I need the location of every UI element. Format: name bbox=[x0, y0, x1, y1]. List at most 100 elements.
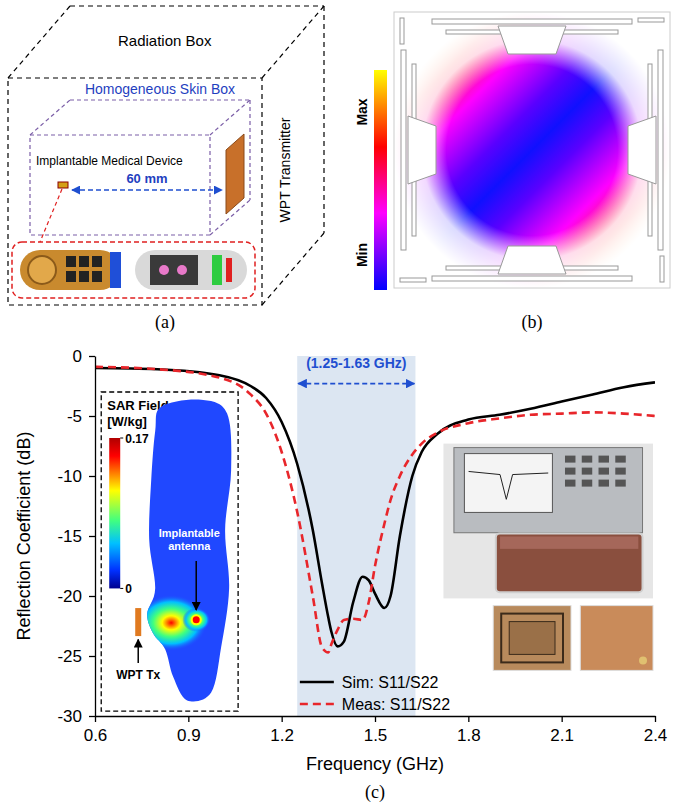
panel-caption: (c) bbox=[365, 782, 385, 803]
panel-a: Radiation BoxHomogeneous Skin BoxWPT Tra… bbox=[8, 6, 324, 333]
radiation-box-edge bbox=[262, 233, 324, 305]
antenna-photo bbox=[580, 606, 653, 671]
antenna-stub bbox=[660, 256, 664, 282]
implant-device bbox=[58, 182, 68, 188]
tick: 0.6 bbox=[84, 716, 108, 745]
device-zoom bbox=[12, 242, 255, 298]
colorbar-tick bbox=[120, 438, 123, 439]
antenna-stub bbox=[638, 18, 664, 22]
sar-inset: SAR Field[W/kg]0.170ImplantableantennaWP… bbox=[101, 392, 238, 711]
band-label: (1.25-1.63 GHz) bbox=[306, 355, 406, 371]
implant-antenna bbox=[192, 615, 201, 624]
capsule-chip bbox=[92, 256, 102, 267]
photos bbox=[443, 444, 653, 671]
tx-label: WPT Tx bbox=[116, 668, 160, 682]
tick-label: 0 bbox=[73, 347, 82, 366]
legend-swatch bbox=[300, 703, 334, 706]
capsule-led bbox=[177, 265, 187, 275]
capsule-led bbox=[159, 265, 169, 275]
tissue-top bbox=[500, 536, 638, 548]
tick: -25 bbox=[57, 647, 95, 666]
antenna-strip bbox=[401, 50, 406, 250]
legend-label: Meas: S11/S22 bbox=[342, 696, 450, 713]
tick: -5 bbox=[67, 407, 95, 426]
device-label: Implantable Medical Device bbox=[36, 154, 183, 168]
field-edge bbox=[394, 12, 670, 288]
tick-mark bbox=[655, 716, 656, 722]
tick-label: 1.8 bbox=[457, 726, 481, 745]
antenna-photo-trace bbox=[509, 622, 555, 655]
antenna-strip bbox=[432, 19, 632, 24]
tick-label: -30 bbox=[57, 707, 82, 726]
radiation-box-label: Radiation Box bbox=[118, 32, 212, 49]
wpt-transmitter bbox=[226, 134, 244, 214]
tick-mark bbox=[282, 716, 283, 722]
tick-mark bbox=[468, 716, 469, 722]
tick-label: 0.6 bbox=[84, 726, 108, 745]
vna-button bbox=[599, 480, 609, 487]
tick-label: 1.5 bbox=[364, 726, 388, 745]
tick: -15 bbox=[57, 527, 95, 546]
radiation-box-edge bbox=[70, 5, 324, 6]
radiation-box-edge bbox=[323, 6, 324, 233]
tick-mark bbox=[375, 716, 376, 722]
field-colorbar bbox=[374, 70, 387, 290]
vna-button bbox=[599, 468, 609, 475]
figure: Radiation BoxHomogeneous Skin BoxWPT Tra… bbox=[0, 0, 681, 810]
distance-label: 60 mm bbox=[126, 171, 167, 186]
tick-mark bbox=[89, 656, 95, 657]
tick: 1.2 bbox=[270, 716, 294, 745]
antenna-patch bbox=[498, 26, 566, 54]
vna-screen bbox=[464, 454, 552, 513]
antenna-side bbox=[432, 246, 664, 282]
y-axis: -30-25-20-15-10-50 bbox=[57, 347, 95, 726]
vna-button bbox=[615, 468, 625, 475]
tick-label: -15 bbox=[57, 527, 82, 546]
inset-unit: [W/kg] bbox=[107, 414, 147, 429]
tick: 1.5 bbox=[364, 716, 388, 745]
panel-caption: (b) bbox=[522, 312, 543, 333]
antenna-patch bbox=[628, 116, 656, 184]
antenna-photo bbox=[493, 606, 571, 671]
skin-box-edge bbox=[30, 100, 70, 135]
panel-caption: (a) bbox=[155, 312, 175, 333]
y-axis-title: Reflection Coefficient (dB) bbox=[14, 432, 34, 641]
panel-b: MaxMin(b) bbox=[354, 12, 670, 333]
vna-button bbox=[582, 456, 592, 463]
x-axis-title: Frequency (GHz) bbox=[306, 754, 444, 774]
tick-mark bbox=[562, 716, 563, 722]
tick-label: -10 bbox=[57, 467, 82, 486]
tick: -10 bbox=[57, 467, 95, 486]
vna-button bbox=[615, 480, 625, 487]
axis-line bbox=[95, 357, 96, 717]
x-axis: 0.60.91.21.51.82.12.4 bbox=[84, 716, 668, 745]
tick-label: -25 bbox=[57, 647, 82, 666]
skin-box-edge bbox=[210, 100, 250, 135]
antenna-photo-trace bbox=[501, 614, 563, 663]
inset-frame bbox=[101, 392, 238, 711]
callout-line bbox=[40, 189, 62, 242]
tick: 2.1 bbox=[550, 716, 574, 745]
skin-box-label: Homogeneous Skin Box bbox=[85, 81, 235, 97]
antenna-photo-port bbox=[639, 656, 647, 664]
radiation-box-edge bbox=[8, 6, 70, 78]
antenna-side bbox=[628, 18, 664, 250]
capsule-part bbox=[212, 255, 222, 285]
antenna-side bbox=[400, 50, 436, 282]
vna-button bbox=[582, 480, 592, 487]
antenna-strip bbox=[658, 50, 663, 250]
band-arrow bbox=[298, 383, 414, 385]
legend-item: Sim: S11/S22 bbox=[300, 674, 439, 691]
wpt-tx bbox=[135, 608, 141, 636]
legend-swatch bbox=[300, 681, 334, 684]
vna-button bbox=[565, 456, 575, 463]
tick-label: 2.1 bbox=[550, 726, 574, 745]
capsule-part bbox=[226, 258, 232, 282]
colorbar-label: 0.17 bbox=[125, 432, 149, 446]
tick-mark bbox=[89, 596, 95, 597]
vna-trace bbox=[469, 471, 549, 499]
capsule-battery bbox=[110, 252, 121, 288]
panel-c: (1.25-1.63 GHz)0.60.91.21.51.82.12.4-30-… bbox=[14, 347, 667, 803]
sar-hotspot bbox=[182, 608, 210, 632]
legend-item: Meas: S11/S22 bbox=[300, 696, 450, 713]
